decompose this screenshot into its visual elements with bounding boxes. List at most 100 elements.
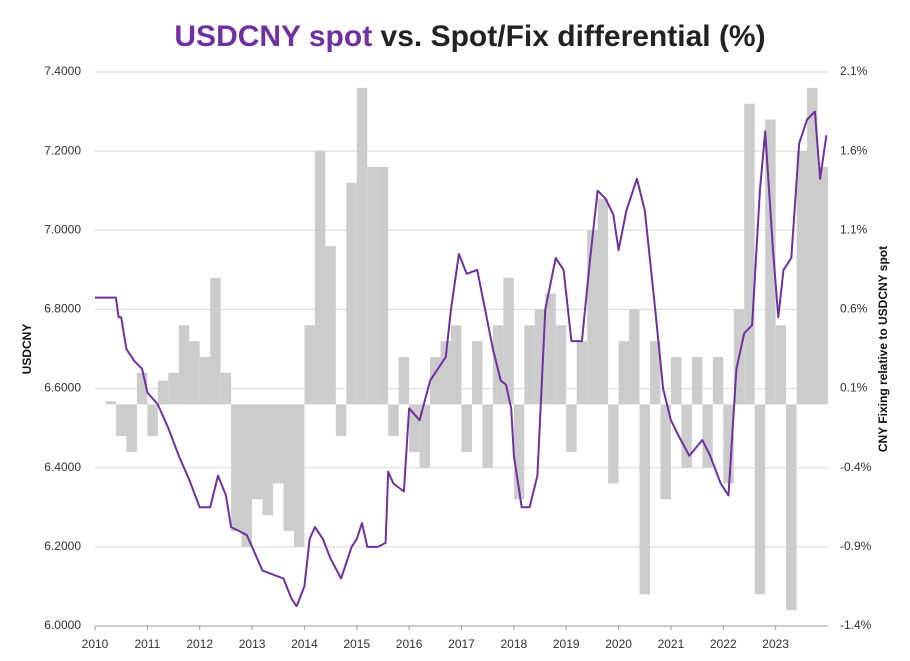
- bar: [503, 277, 514, 405]
- bar: [304, 325, 315, 405]
- bar: [388, 404, 399, 437]
- y2-tick-label: 0.6%: [840, 302, 868, 316]
- bar: [587, 230, 598, 405]
- bar: [273, 404, 284, 484]
- bar: [314, 151, 326, 405]
- bar: [618, 341, 630, 405]
- bar: [702, 404, 713, 468]
- bar: [597, 198, 609, 405]
- bar: [723, 404, 734, 484]
- bar: [796, 151, 808, 405]
- y-axis-title: USDCNY: [20, 324, 34, 375]
- y2-tick-label: -0.4%: [840, 460, 872, 474]
- bar: [629, 309, 640, 405]
- bar: [252, 404, 263, 500]
- x-tick-label: 2021: [658, 637, 685, 651]
- bar: [807, 87, 818, 405]
- y-tick-label: 6.2000: [44, 539, 81, 553]
- bar: [471, 341, 483, 405]
- bar: [199, 356, 211, 405]
- bar: [660, 404, 671, 500]
- bar: [419, 404, 431, 468]
- bar: [691, 356, 703, 405]
- bar: [157, 380, 169, 405]
- bar: [744, 103, 755, 405]
- x-tick-label: 2016: [396, 637, 423, 651]
- y2-tick-label: 1.1%: [840, 222, 868, 236]
- y2-tick-label: -1.4%: [840, 618, 872, 632]
- bar: [451, 325, 462, 405]
- bar: [136, 372, 148, 405]
- bar: [346, 182, 357, 405]
- x-tick-label: 2022: [710, 637, 737, 651]
- bar: [147, 404, 158, 437]
- bar: [681, 404, 692, 468]
- bar: [377, 166, 389, 405]
- bar: [168, 372, 179, 405]
- x-tick-label: 2020: [605, 637, 632, 651]
- x-tick-label: 2017: [448, 637, 475, 651]
- bar: [283, 404, 294, 532]
- bar: [576, 341, 588, 405]
- bar: [231, 404, 242, 532]
- x-tick-label: 2015: [343, 637, 370, 651]
- y2-tick-label: 0.1%: [840, 381, 868, 395]
- lines: [95, 110, 828, 608]
- line: [95, 110, 828, 608]
- bar: [482, 404, 493, 468]
- chart-title: USDCNY spot vs. Spot/Fix differential (%…: [174, 20, 765, 53]
- bar: [220, 372, 232, 405]
- title-part: USDCNY spot: [174, 20, 372, 53]
- bar: [545, 293, 556, 405]
- bar: [105, 401, 116, 405]
- bar: [765, 119, 776, 405]
- bar: [566, 404, 577, 452]
- bar: [409, 404, 420, 452]
- y-tick-label: 6.0000: [44, 618, 81, 632]
- bar: [356, 87, 368, 405]
- bar: [325, 246, 336, 405]
- bar: [712, 356, 724, 405]
- bar: [817, 166, 828, 405]
- bar: [649, 341, 661, 405]
- bar: [262, 404, 274, 516]
- bar: [639, 404, 650, 595]
- bar: [670, 356, 682, 405]
- bar: [335, 404, 347, 437]
- bar: [126, 404, 137, 452]
- y2-tick-label: 2.1%: [840, 64, 868, 78]
- x-tick-label: 2012: [186, 637, 213, 651]
- bar: [210, 277, 221, 405]
- y-tick-label: 6.6000: [44, 381, 81, 395]
- y2-axis-title: CNY Fixing relative to USDCNY spot: [876, 246, 890, 452]
- bar: [430, 356, 441, 405]
- y-tick-label: 7.0000: [44, 222, 81, 236]
- bar: [367, 166, 378, 405]
- bar: [293, 404, 305, 547]
- bar: [178, 325, 190, 405]
- x-tick-label: 2011: [134, 637, 160, 651]
- x-tick-label: 2014: [291, 637, 318, 651]
- bar: [461, 404, 472, 452]
- bar: [786, 404, 797, 611]
- bar: [524, 325, 535, 405]
- bar: [398, 356, 410, 405]
- y2-tick-label: 1.6%: [840, 143, 868, 157]
- labels: 6.0000 6.2000 6.4000 6.6000 6.8000 7.0000 7.20…: [44, 64, 871, 651]
- bar: [115, 404, 127, 437]
- y-tick-label: 7.4000: [44, 64, 81, 78]
- x-tick-label: 2019: [553, 637, 580, 651]
- bar: [513, 404, 525, 500]
- bars: [105, 87, 828, 611]
- bar: [534, 309, 546, 405]
- x-tick-label: 2018: [501, 637, 528, 651]
- bar: [440, 341, 452, 405]
- bar: [492, 325, 504, 405]
- y2-tick-label: -0.9%: [840, 539, 872, 553]
- y-tick-label: 6.4000: [44, 460, 81, 474]
- bar: [754, 404, 766, 595]
- bar: [775, 325, 787, 405]
- x-tick-label: 2010: [82, 637, 109, 651]
